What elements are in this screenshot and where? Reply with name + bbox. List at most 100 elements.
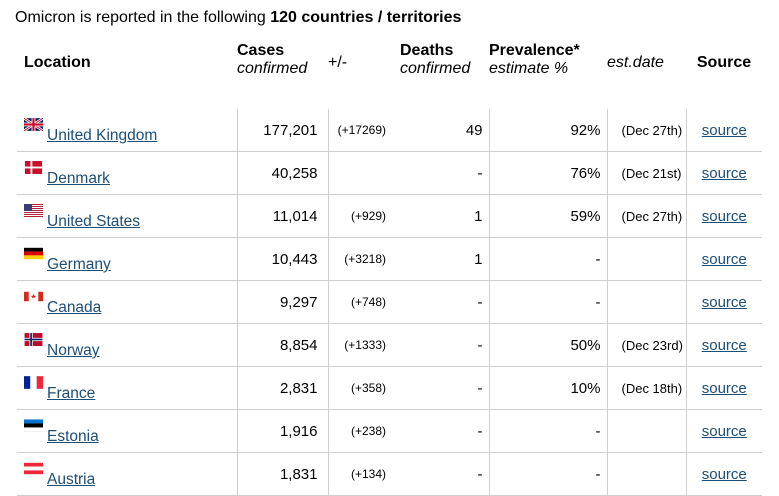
cell-cases: 10,443	[237, 237, 329, 281]
table-row: Germany 10,443 (+3218) 1- source	[17, 237, 762, 281]
country-link[interactable]: Austria	[47, 471, 96, 488]
header-cases: Cases confirmed	[237, 42, 308, 77]
country-link[interactable]: Canada	[47, 299, 102, 316]
flag-de-icon	[24, 247, 43, 260]
cell-change: (+134)	[328, 452, 400, 496]
cell-est-date: (Dec 18th)	[607, 366, 687, 410]
table-row: Canada 9,297 (+748) - - source	[17, 280, 762, 324]
cell-change: (+748)	[328, 280, 400, 324]
cell-change: (+238)	[328, 409, 400, 453]
header-change: +/-	[328, 54, 348, 71]
source-link[interactable]: source	[701, 250, 747, 268]
cell-source: source	[686, 323, 762, 367]
cell-cases: 9,297	[237, 280, 329, 324]
table-row: Austria 1,831 (+134) - - source	[17, 452, 762, 496]
title-prefix: Omicron is reported in the following	[15, 9, 271, 26]
cell-est-date	[607, 237, 687, 281]
cell-change: (+929)	[328, 194, 400, 238]
page-title: Omicron is reported in the following 120…	[15, 9, 461, 27]
table-header-row: Location Cases confirmed +/- Deaths confir…	[17, 38, 762, 109]
table-row: United Kingdom 177,201 (+17269) 49 92% (Dec 2…	[17, 109, 762, 152]
cell-source: source	[686, 194, 762, 238]
cell-cases: 11,014	[237, 194, 329, 238]
country-link[interactable]: Norway	[47, 342, 100, 359]
cell-est-date: (Dec 21st)	[607, 151, 687, 195]
source-link[interactable]: source	[701, 336, 747, 354]
cell-change: (+358)	[328, 366, 400, 410]
source-link[interactable]: source	[701, 207, 747, 225]
cell-est-date: (Dec 23rd)	[607, 323, 687, 367]
header-location: Location	[24, 54, 91, 71]
flag-uk-icon	[23, 117, 44, 132]
country-link[interactable]: France	[47, 385, 96, 402]
cell-cases: 177,201	[237, 109, 329, 152]
table-row: United States 11,014 (+929) 1 59% (Dec 27th) s…	[17, 194, 762, 238]
header-source: Source	[696, 54, 752, 71]
cell-cases: 8,854	[237, 323, 329, 367]
cell-source: source	[686, 280, 762, 324]
country-link[interactable]: Germany	[47, 256, 111, 273]
table-row: France 2,831 (+358) -10% (Dec 18th) source	[17, 366, 762, 410]
source-link[interactable]: source	[701, 422, 747, 440]
country-link[interactable]: United Kingdom	[47, 127, 158, 144]
cell-prevalence: 92%	[489, 109, 608, 152]
cell-source: source	[686, 151, 762, 195]
cell-deaths: -	[400, 151, 490, 195]
cell-location: Germany	[17, 237, 238, 281]
cell-location: France	[17, 366, 238, 410]
cell-prevalence: 10%	[489, 366, 608, 410]
cell-change	[328, 151, 400, 195]
source-link[interactable]: source	[701, 465, 747, 483]
source-link[interactable]: source	[701, 293, 747, 311]
cell-prevalence: 76%	[489, 151, 608, 195]
cell-deaths: -	[400, 280, 490, 324]
cell-deaths: -	[400, 366, 490, 410]
cell-est-date	[607, 280, 687, 324]
cell-location: Norway	[17, 323, 238, 367]
cell-est-date	[607, 409, 687, 453]
cell-deaths: 49	[400, 109, 490, 152]
cell-source: source	[686, 237, 762, 281]
cell-deaths: -	[400, 323, 490, 367]
header-prevalence: Prevalence* estimate %	[489, 42, 580, 77]
cell-prevalence: 50%	[489, 323, 608, 367]
cell-deaths: 1	[400, 237, 490, 281]
cell-location: Canada	[17, 280, 238, 324]
cell-prevalence: -	[489, 452, 608, 496]
cell-prevalence: -	[489, 409, 608, 453]
cell-cases: 2,831	[237, 366, 329, 410]
source-link[interactable]: source	[701, 164, 747, 182]
table-row: Estonia 1,916 (+238) - - source	[17, 409, 762, 453]
cell-cases: 1,916	[237, 409, 329, 453]
header-deaths: Deaths confirmed	[400, 42, 471, 77]
cell-change: (+3218)	[328, 237, 400, 281]
cell-prevalence: -	[489, 237, 608, 281]
cell-source: source	[686, 409, 762, 453]
cell-deaths: -	[400, 452, 490, 496]
table-row: Denmark 40,258 -76% (Dec 21st) source	[17, 151, 762, 195]
flag-fr-icon	[24, 376, 43, 389]
cell-est-date: (Dec 27th)	[607, 194, 687, 238]
cell-location: Estonia	[17, 409, 238, 453]
title-count: 120 countries / territories	[270, 9, 462, 26]
cell-est-date: (Dec 27th)	[607, 109, 687, 152]
cell-source: source	[686, 452, 762, 496]
cell-est-date	[607, 452, 687, 496]
cell-change: (+17269)	[328, 109, 400, 152]
cell-deaths: -	[400, 409, 490, 453]
flag-ca-icon	[24, 290, 43, 303]
flag-ee-icon	[23, 419, 44, 432]
flag-at-icon	[24, 462, 43, 475]
country-link[interactable]: Estonia	[47, 428, 99, 445]
country-link[interactable]: United States	[47, 213, 141, 230]
cell-location: United Kingdom	[17, 109, 238, 152]
cell-cases: 1,831	[237, 452, 329, 496]
cell-location: Austria	[17, 452, 238, 496]
omicron-table: Location Cases confirmed +/- Deaths confir…	[17, 38, 762, 496]
cell-source: source	[686, 109, 762, 152]
country-link[interactable]: Denmark	[47, 170, 110, 187]
source-link[interactable]: source	[701, 121, 747, 139]
source-link[interactable]: source	[701, 379, 747, 397]
header-est-date: est.date	[607, 54, 664, 71]
flag-dk-icon	[24, 161, 43, 174]
